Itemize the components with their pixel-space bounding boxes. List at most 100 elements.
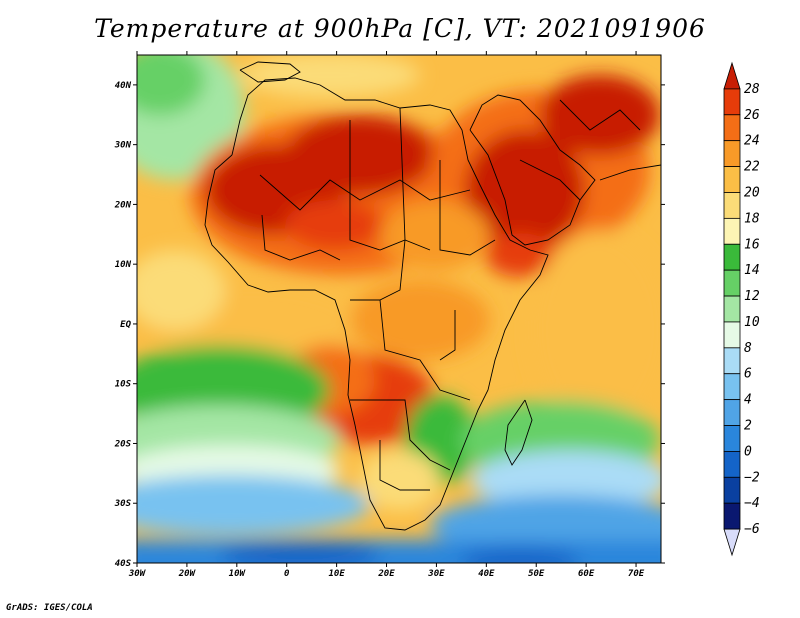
- colorbar-label: 16: [744, 237, 760, 252]
- x-tick-label: 20E: [377, 569, 395, 579]
- border-11: [559, 99, 641, 131]
- x-tick-label: 30E: [427, 569, 445, 579]
- madagascar-coastline: [504, 399, 533, 466]
- border-4: [439, 160, 496, 256]
- border-2: [349, 120, 431, 251]
- border-3: [350, 107, 406, 301]
- colorbar-label: −2: [744, 470, 760, 485]
- colorbar-label: 8: [744, 341, 752, 356]
- y-tick-label: 20S: [114, 439, 132, 449]
- colorbar-segment: [723, 399, 741, 426]
- field-sahara-hot-central: [285, 115, 435, 195]
- colorbar-segment: [723, 347, 741, 375]
- field-indian-ocean: [530, 230, 661, 430]
- colorbar-segment: [723, 88, 741, 116]
- arabia-coastline: [469, 94, 596, 246]
- plot-area: [137, 55, 661, 563]
- y-tick-label: 30N: [114, 141, 132, 151]
- x-tick-label: 0: [284, 569, 290, 579]
- colorbar-label: 26: [744, 108, 760, 123]
- field-atlantic-eq: [137, 250, 225, 330]
- field-horn: [485, 233, 555, 277]
- colorbar-segment: [723, 425, 741, 452]
- colorbar-label: 0: [744, 444, 752, 459]
- colorbar-label: 2: [744, 419, 752, 434]
- x-tick-label: 60E: [578, 569, 595, 579]
- colorbar-segment: [723, 476, 741, 504]
- y-tick-label: 10N: [115, 260, 132, 270]
- border-8: [439, 310, 456, 361]
- grads-credit: GrADS: IGES/COLA: [6, 603, 93, 613]
- colorbar-bottom-arrow: [723, 528, 741, 557]
- y-tick-label: 20N: [114, 200, 132, 210]
- y-tick-label: 40S: [115, 559, 132, 569]
- field-botswana: [360, 450, 440, 510]
- colorbar-label: 6: [744, 367, 752, 382]
- colorbar-label: 4: [744, 393, 752, 408]
- plot-frame: [136, 54, 662, 564]
- field-sahara-hot-east: [285, 200, 385, 250]
- y-tick-label: 40N: [115, 81, 132, 91]
- y-axis: 40N 30N 20N 10N EQ 10S 20S 30S 40S: [114, 81, 665, 569]
- chart-title: Temperature at 900hPa [C], VT: 202109190…: [94, 14, 706, 43]
- iran-coastline: [599, 164, 661, 181]
- colorbar-segment: [723, 451, 741, 478]
- field-south-indian-pale: [470, 450, 661, 510]
- colorbar-segment: [723, 243, 741, 271]
- x-tick-label: 30W: [128, 569, 147, 579]
- x-tick-label: 50E: [528, 569, 545, 579]
- border-1: [259, 174, 471, 211]
- field-southern-ocean: [137, 540, 661, 563]
- field-mediterranean: [240, 55, 420, 97]
- field-south-atlantic-blue: [137, 475, 370, 535]
- colorbar-label: 12: [744, 289, 760, 304]
- x-tick-label: 10E: [328, 569, 345, 579]
- colorbar-label: 14: [744, 263, 760, 278]
- x-tick-label: 10W: [229, 569, 247, 579]
- colorbar-segment: [723, 140, 741, 167]
- border-6: [350, 399, 451, 471]
- colorbar-label: 10: [744, 315, 760, 330]
- colorbar-segment: [723, 295, 741, 323]
- colorbar-top-arrow: [723, 61, 741, 90]
- colorbar-label: −6: [744, 522, 760, 537]
- field-arabia-hot: [465, 130, 585, 250]
- colorbar-segment: [723, 373, 741, 401]
- colorbar-segment: [723, 192, 741, 219]
- africa-coastline: [204, 77, 549, 531]
- border-10: [519, 159, 581, 201]
- colorbar-segment: [723, 502, 741, 530]
- x-tick-label: 20W: [178, 569, 197, 579]
- x-axis: 30W 20W 10W 0 10E 20E 30E 40E 50E 60E 70E: [128, 51, 645, 579]
- colorbar-label: 20: [744, 185, 760, 200]
- coastlines: [204, 61, 661, 531]
- colorbar-label: −4: [744, 496, 760, 511]
- colorbar-segment: [723, 166, 741, 193]
- field-southern-ocean-cold-east: [460, 548, 580, 563]
- x-tick-label: 40E: [478, 569, 495, 579]
- iberia-coastline: [239, 61, 301, 83]
- colorbar-label: 28: [744, 82, 760, 97]
- field-southern-ocean-cold: [220, 541, 380, 563]
- colorbar-segment: [723, 114, 741, 142]
- y-tick-label: 30S: [114, 499, 132, 509]
- temperature-field: [137, 55, 661, 563]
- colorbar-label: 18: [744, 211, 760, 226]
- border-5: [379, 299, 471, 401]
- border-7: [379, 440, 430, 491]
- colorbar-segment: [723, 217, 741, 245]
- colorbar-segment: [723, 269, 741, 297]
- colorbar-label: 24: [744, 134, 760, 149]
- x-tick-label: 70E: [628, 569, 645, 579]
- field-central-africa: [350, 280, 490, 360]
- field-south-indian-blue: [430, 495, 661, 555]
- colorbar-segment: [723, 321, 741, 349]
- border-9: [261, 214, 341, 261]
- y-tick-label: 10S: [115, 380, 132, 390]
- colorbar-label: 22: [744, 160, 760, 175]
- field-north-atlantic-cool: [137, 55, 205, 115]
- field-sudan: [380, 200, 490, 270]
- y-tick-label: EQ: [120, 320, 131, 330]
